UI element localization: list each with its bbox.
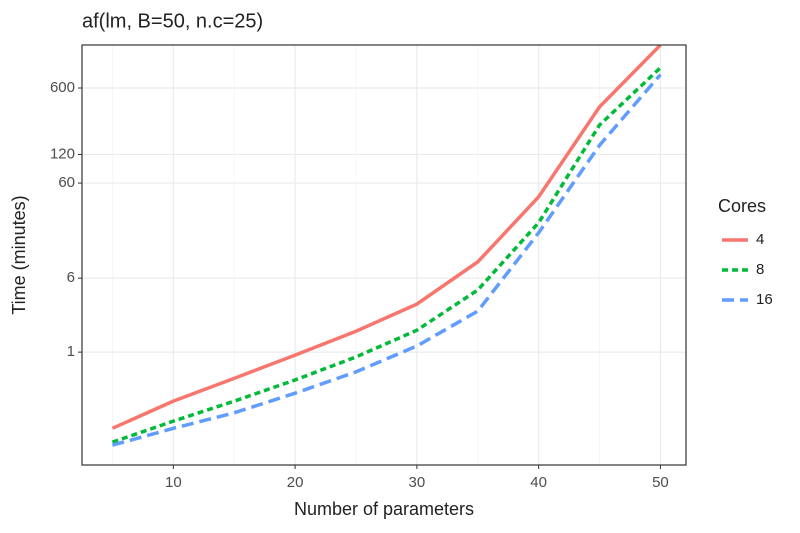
x-tick-label: 50 <box>652 474 669 491</box>
x-tick-label: 20 <box>287 474 304 491</box>
series-line <box>111 45 662 430</box>
x-tick-label: 10 <box>165 474 182 491</box>
series-line <box>111 73 662 447</box>
y-axis-label: Time (minutes) <box>9 195 29 314</box>
x-axis-label: Number of parameters <box>294 499 474 519</box>
x-tick-label: 40 <box>530 474 547 491</box>
x-tick-label: 30 <box>409 474 426 491</box>
plot-border <box>81 44 687 466</box>
y-tick-label: 6 <box>67 269 75 286</box>
y-tick-label: 1 <box>67 343 75 360</box>
legend-label: 4 <box>756 231 764 248</box>
legend-title: Cores <box>718 196 766 216</box>
legend-label: 8 <box>756 261 764 278</box>
plot-area <box>111 45 662 447</box>
series-line <box>111 66 662 444</box>
y-tick-label: 60 <box>58 174 75 191</box>
y-tick-label: 600 <box>50 79 75 96</box>
chart-title: af(lm, B=50, n.c=25) <box>82 10 263 32</box>
y-tick-label: 120 <box>50 145 75 162</box>
legend-label: 16 <box>756 291 773 308</box>
